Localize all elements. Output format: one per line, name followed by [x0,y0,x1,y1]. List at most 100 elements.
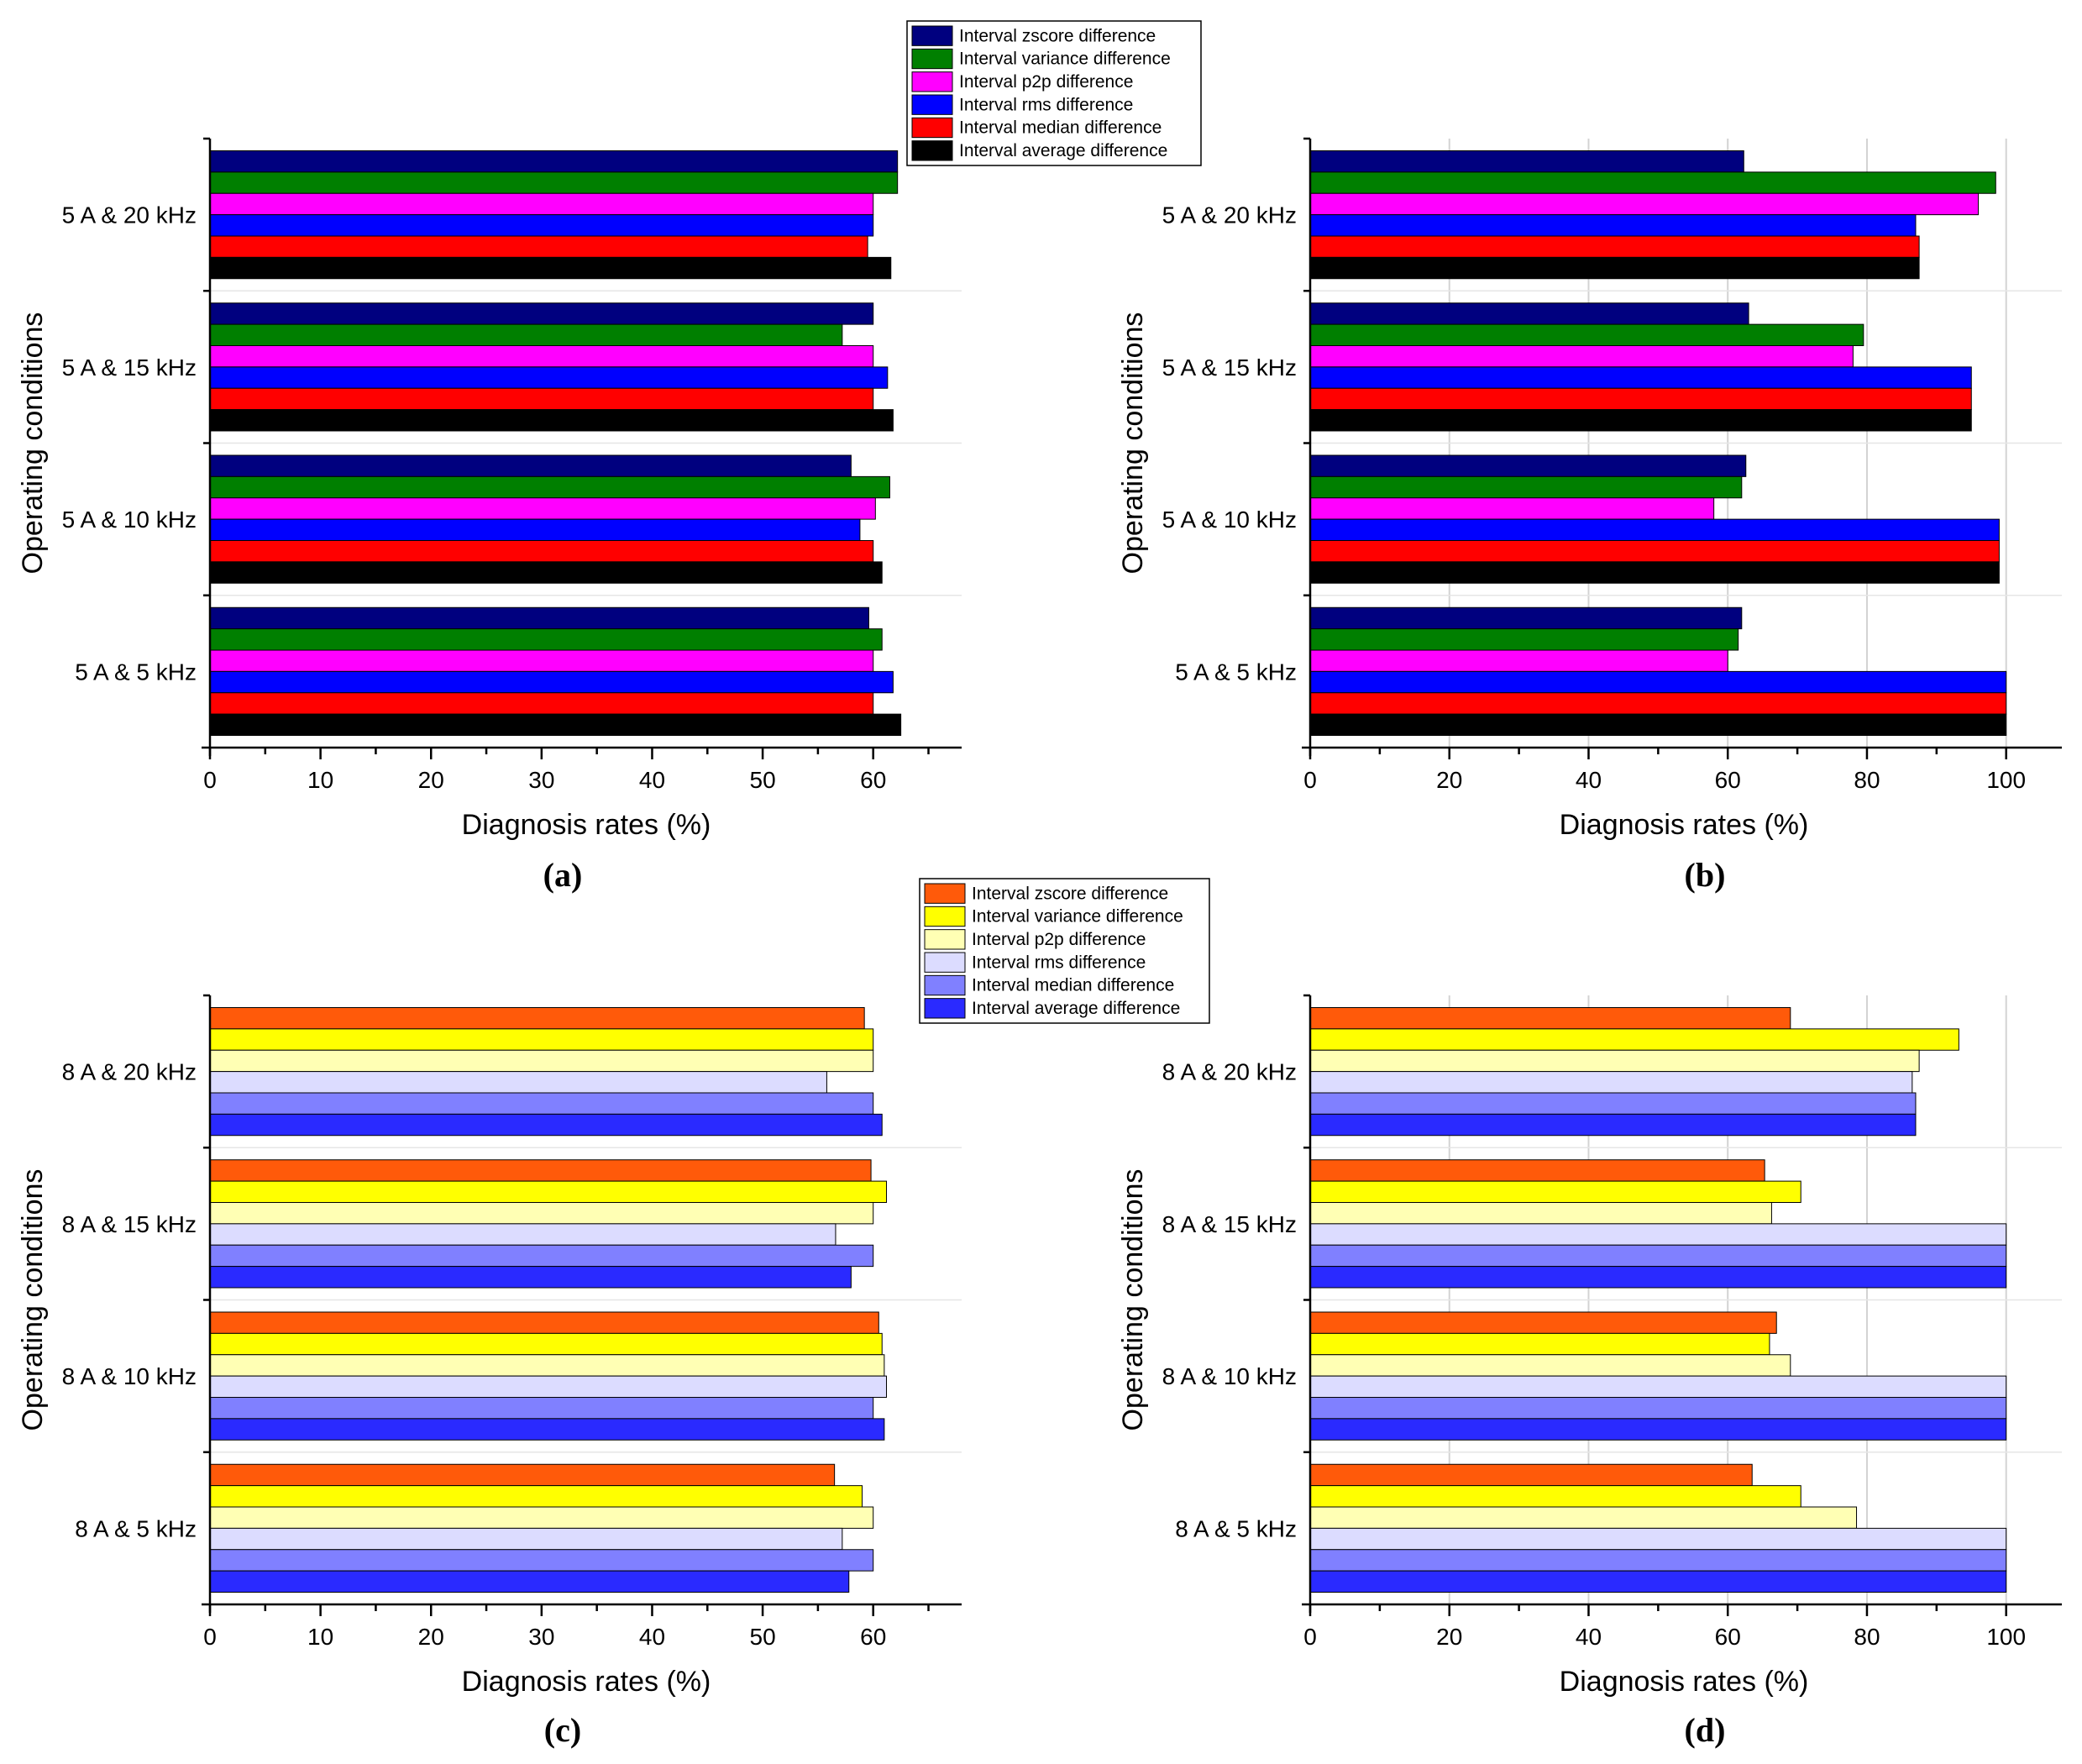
legend-label-bottom-5: Interval average difference [972,999,1180,1018]
x-tick-label-c-2: 20 [418,1624,444,1650]
x-axis-title-a: Diagnosis rates (%) [462,809,711,841]
bar-d-8-a-15-khz-interval-median-difference [1309,1244,2007,1268]
bar-b-5-a-5-khz-interval-rms-difference [1309,670,2007,694]
bar-c-8-a-20-khz-interval-zscore-difference [209,1007,865,1030]
category-label-a-2: 5 A & 15 kHz [62,354,197,381]
bar-a-5-a-20-khz-interval-p2p-difference [209,192,874,216]
legend-swatch-top-4 [911,117,953,139]
bar-c-8-a-5-khz-interval-median-difference [209,1549,874,1572]
chart-panel-d: 8 A & 5 kHz 8 A & 10 kHz 8 A & 15 kHz 8 A &… [1117,994,2062,1749]
bar-d-8-a-20-khz-interval-zscore-difference [1309,1007,1791,1030]
x-tick-label-b-2: 40 [1576,767,1602,793]
bar-c-8-a-5-khz-interval-p2p-difference [209,1506,874,1529]
bar-c-8-a-5-khz-interval-variance-difference [209,1485,863,1508]
x-axis-title-b: Diagnosis rates (%) [1560,809,1809,841]
bar-a-5-a-5-khz-interval-median-difference [209,692,874,715]
bar-a-5-a-15-khz-interval-p2p-difference [209,345,874,368]
legend-label-bottom-1: Interval variance difference [972,907,1183,927]
bar-c-8-a-10-khz-interval-average-difference [209,1418,885,1441]
legend-bottom: Interval zscore difference Interval varia… [919,878,1210,1024]
bar-b-5-a-5-khz-interval-p2p-difference [1309,649,1728,672]
bar-a-5-a-10-khz-interval-median-difference [209,540,874,563]
x-tick-label-b-4: 80 [1854,767,1880,793]
bar-d-8-a-5-khz-interval-median-difference [1309,1549,2007,1572]
bar-a-5-a-15-khz-interval-variance-difference [209,323,843,346]
panel-label-a: (a) [543,856,583,894]
bar-a-5-a-5-khz-interval-zscore-difference [209,606,869,630]
bar-a-5-a-10-khz-interval-p2p-difference [209,497,876,520]
bar-a-5-a-5-khz-interval-variance-difference [209,628,883,651]
x-tick-label-b-1: 20 [1436,767,1462,793]
bar-d-8-a-20-khz-interval-average-difference [1309,1113,1917,1137]
x-axis-title-d: Diagnosis rates (%) [1560,1666,1809,1698]
x-tick-label-b-0: 0 [1303,767,1317,793]
legend-swatch-bottom-0 [924,883,966,904]
bar-d-8-a-20-khz-interval-rms-difference [1309,1071,1913,1094]
bar-a-5-a-10-khz-interval-variance-difference [209,475,890,499]
bar-c-8-a-10-khz-interval-zscore-difference [209,1311,879,1334]
legend-label-bottom-0: Interval zscore difference [972,884,1168,903]
bar-c-8-a-5-khz-interval-rms-difference [209,1527,843,1551]
legend-label-top-0: Interval zscore difference [959,26,1156,45]
bar-c-8-a-20-khz-interval-p2p-difference [209,1049,874,1073]
legend-frame-bottom [919,878,1210,1024]
panel-label-b: (b) [1685,856,1726,894]
category-label-d-3: 8 A & 20 kHz [1162,1059,1297,1085]
x-tick-label-c-4: 40 [639,1624,665,1650]
x-axis-title-c: Diagnosis rates (%) [462,1666,711,1698]
x-tick-label-d-2: 40 [1576,1624,1602,1650]
bar-a-5-a-20-khz-interval-rms-difference [209,214,874,237]
bar-c-8-a-10-khz-interval-p2p-difference [209,1354,885,1377]
bar-b-5-a-15-khz-interval-variance-difference [1309,323,1864,346]
y-axis-title-a: Operating conditions [17,312,49,575]
bar-b-5-a-10-khz-interval-p2p-difference [1309,497,1715,520]
bar-d-8-a-15-khz-interval-zscore-difference [1309,1159,1765,1182]
bar-d-8-a-5-khz-interval-average-difference [1309,1570,2007,1593]
bar-b-5-a-10-khz-interval-zscore-difference [1309,454,1747,477]
bar-c-8-a-10-khz-interval-variance-difference [209,1332,883,1356]
legend-label-top-1: Interval variance difference [959,50,1171,69]
bar-d-8-a-5-khz-interval-variance-difference [1309,1485,1801,1508]
category-label-a-0: 5 A & 5 kHz [75,659,197,685]
bar-d-8-a-10-khz-interval-median-difference [1309,1397,2007,1420]
bar-b-5-a-15-khz-interval-p2p-difference [1309,345,1854,368]
bar-c-8-a-10-khz-interval-median-difference [209,1397,874,1420]
legend-label-top-5: Interval average difference [959,141,1167,160]
bar-b-5-a-20-khz-interval-rms-difference [1309,214,1917,237]
bar-a-5-a-10-khz-interval-rms-difference [209,518,861,541]
legend-swatch-top-1 [911,48,953,70]
bar-a-5-a-20-khz-interval-variance-difference [209,171,899,194]
chart-panel-a: 5 A & 5 kHz 5 A & 10 kHz 5 A & 15 kHz 5 A &… [17,137,962,894]
x-tick-label-d-3: 60 [1715,1624,1741,1650]
bar-b-5-a-20-khz-interval-average-difference [1309,256,1920,280]
bar-c-8-a-20-khz-interval-average-difference [209,1113,883,1137]
x-tick-label-a-0: 0 [203,767,217,793]
bar-a-5-a-15-khz-interval-median-difference [209,387,874,411]
bar-d-8-a-20-khz-interval-median-difference [1309,1092,1917,1115]
bar-d-8-a-15-khz-interval-variance-difference [1309,1180,1801,1203]
bar-a-5-a-5-khz-interval-average-difference [209,713,902,736]
category-label-a-1: 5 A & 10 kHz [62,507,197,533]
x-tick-label-a-4: 40 [639,767,665,793]
bar-d-8-a-20-khz-interval-p2p-difference [1309,1049,1920,1073]
x-tick-label-d-5: 100 [1986,1624,2026,1650]
bar-b-5-a-20-khz-interval-variance-difference [1309,171,1996,194]
bar-d-8-a-15-khz-interval-rms-difference [1309,1223,2007,1246]
x-tick-label-a-2: 20 [418,767,444,793]
panel-label-d: (d) [1685,1711,1726,1749]
x-tick-label-d-0: 0 [1303,1624,1317,1650]
category-label-b-1: 5 A & 10 kHz [1162,507,1297,533]
category-label-b-0: 5 A & 5 kHz [1175,659,1297,685]
bar-b-5-a-20-khz-interval-median-difference [1309,235,1920,258]
legend-swatch-top-3 [911,94,953,115]
bar-b-5-a-10-khz-interval-rms-difference [1309,518,2000,541]
legend-swatch-bottom-4 [924,974,966,996]
legend-swatch-top-5 [911,140,953,161]
bar-b-5-a-5-khz-interval-median-difference [1309,692,2007,715]
x-tick-label-c-3: 30 [528,1624,554,1650]
legend-label-top-4: Interval median difference [959,118,1162,138]
legend-frame-top [906,20,1202,166]
legend-label-top-2: Interval p2p difference [959,72,1133,92]
x-tick-label-c-5: 50 [750,1624,776,1650]
